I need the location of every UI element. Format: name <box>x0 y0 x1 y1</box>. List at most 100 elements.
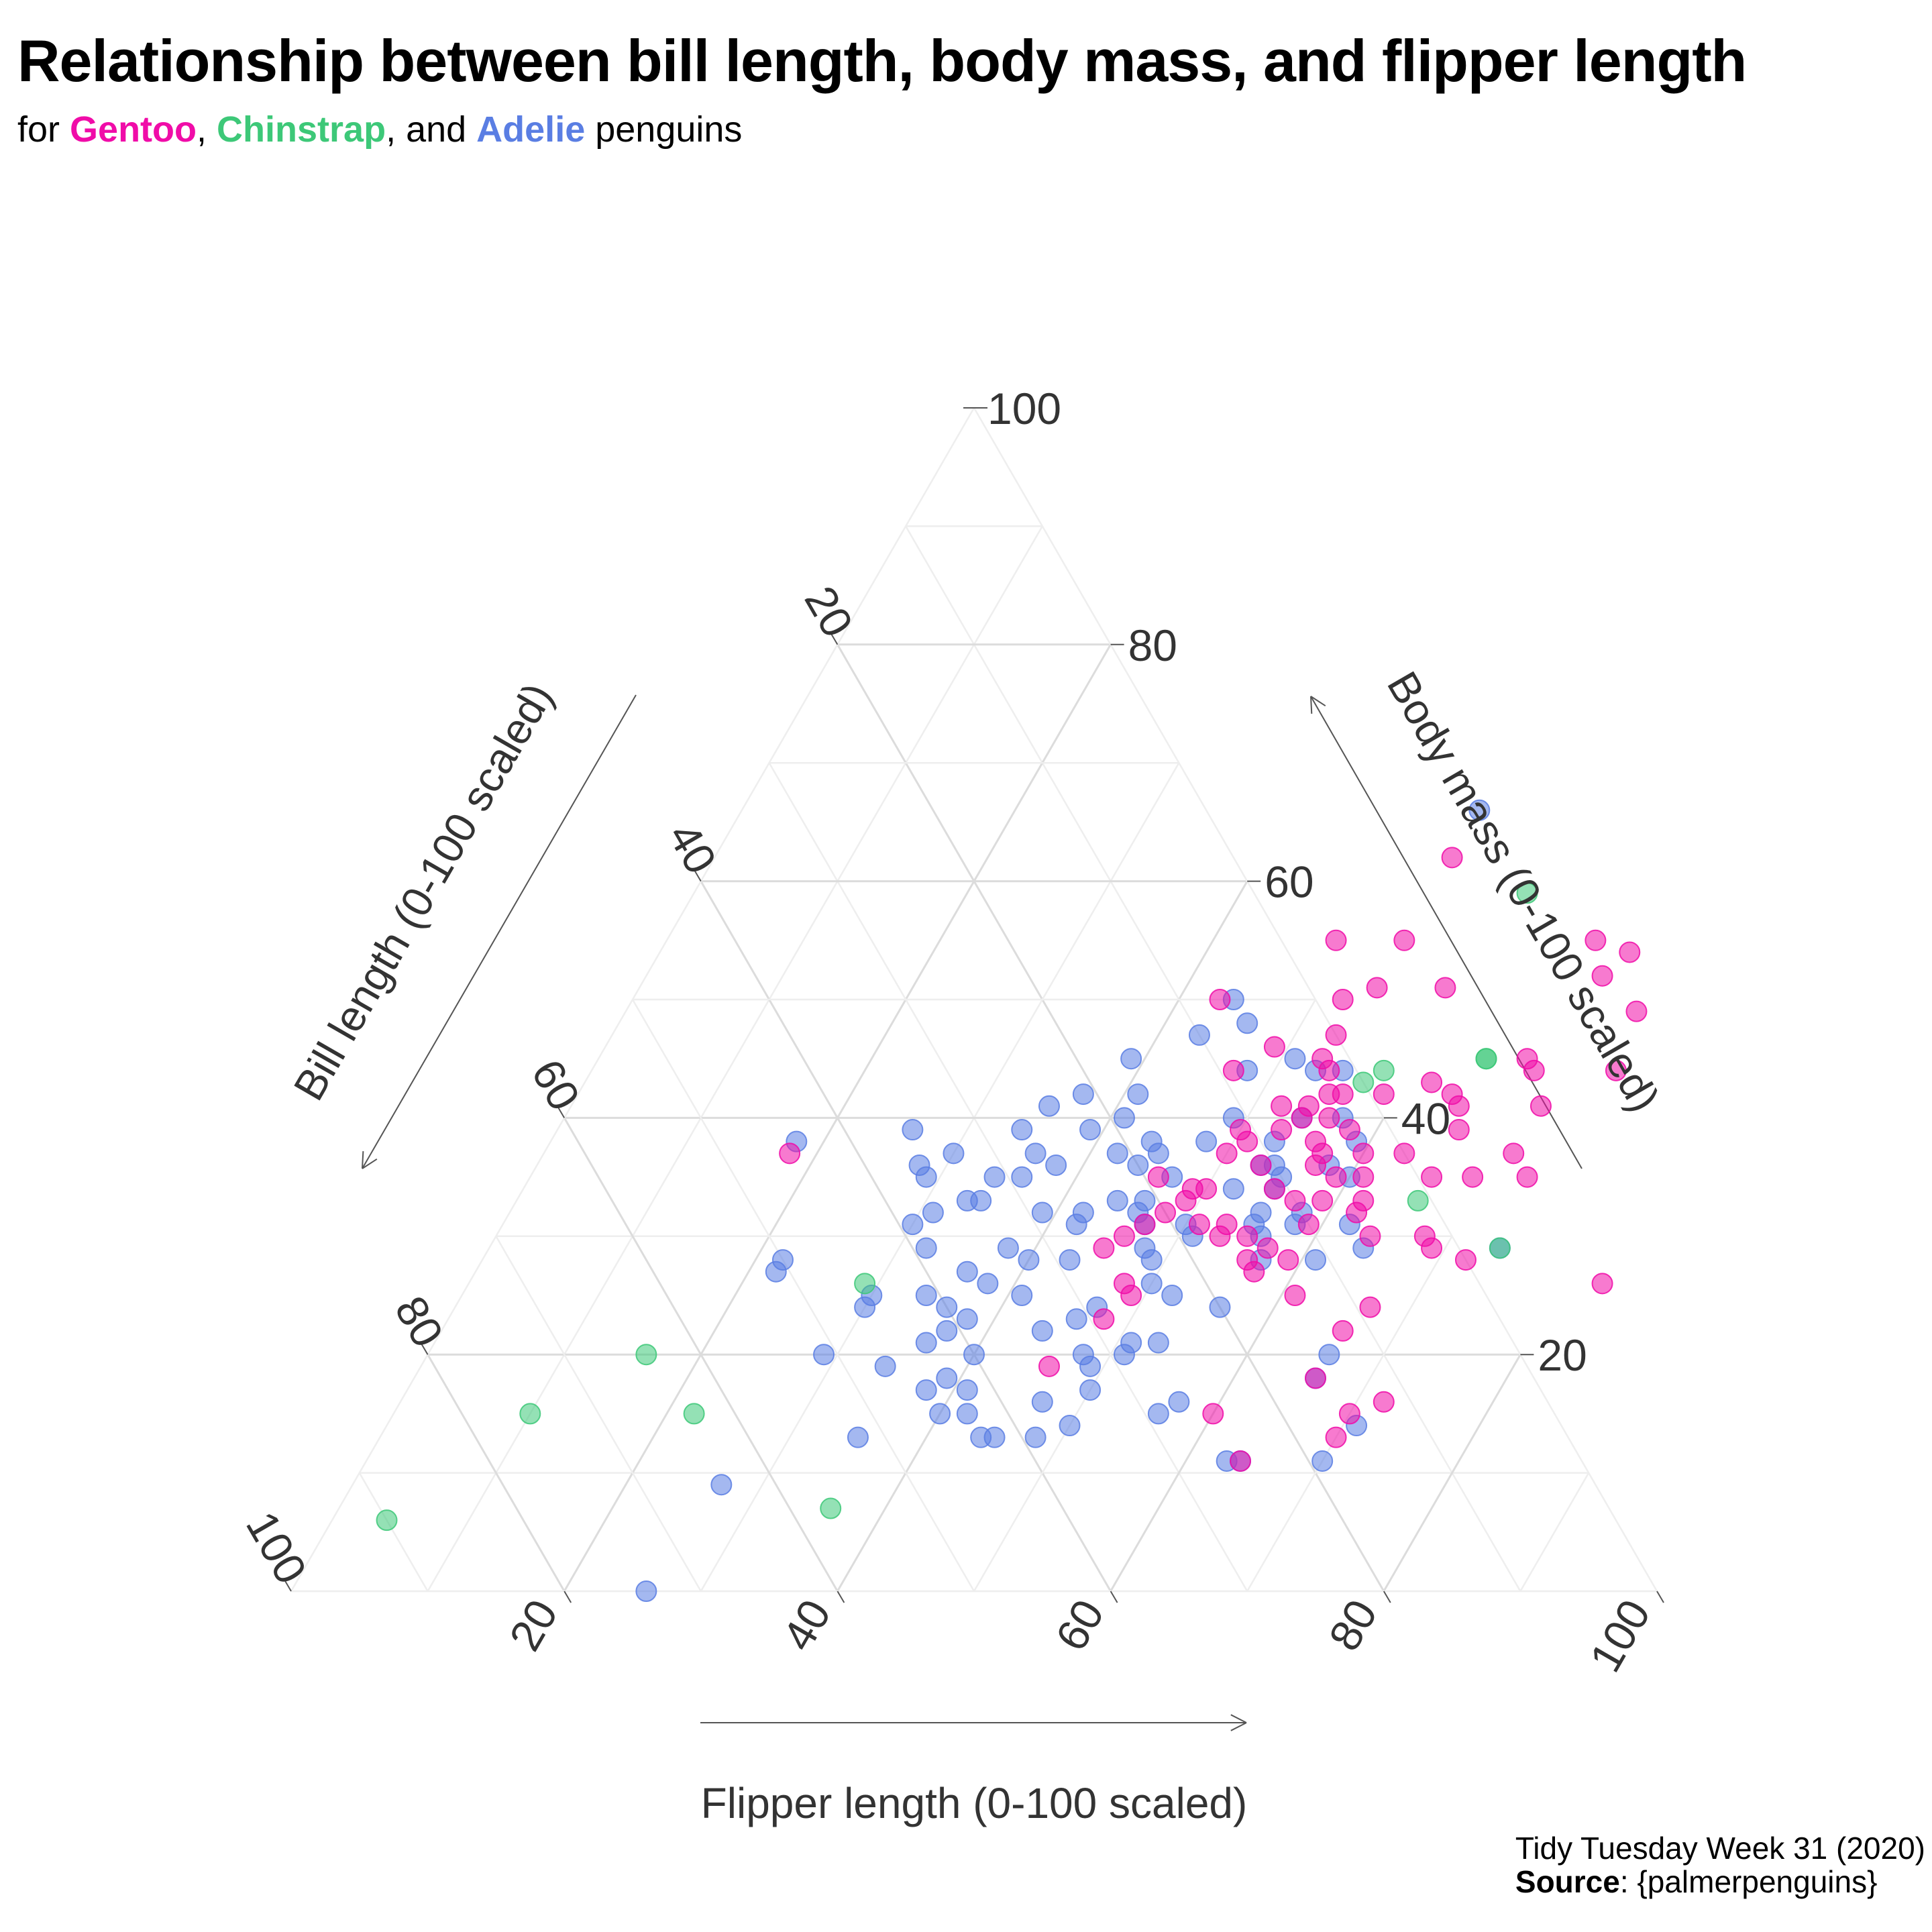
point-gentoo <box>1625 1000 1648 1022</box>
point-adelie <box>915 1166 937 1188</box>
point-gentoo <box>1284 1285 1306 1306</box>
point-gentoo <box>1230 1450 1252 1472</box>
point-gentoo <box>1093 1308 1115 1330</box>
point-gentoo <box>1155 1201 1177 1224</box>
point-chinstrap <box>1489 1237 1511 1259</box>
point-gentoo <box>1093 1237 1115 1259</box>
subtitle-suffix: penguins <box>585 109 743 150</box>
point-adelie <box>1318 1344 1340 1366</box>
tick-mark <box>1110 1591 1118 1603</box>
point-adelie <box>983 1166 1006 1188</box>
point-gentoo <box>1284 1189 1306 1212</box>
tick-label-top: 100 <box>987 384 1061 433</box>
point-gentoo <box>1202 1403 1224 1425</box>
grid-line <box>495 1236 702 1592</box>
point-gentoo <box>1325 1426 1347 1448</box>
point-gentoo <box>1236 1225 1258 1247</box>
point-adelie <box>1024 1426 1046 1448</box>
bill-arrow-head <box>362 1150 364 1169</box>
point-gentoo <box>1441 847 1463 869</box>
tick-label-flipper: 20 <box>500 1591 568 1659</box>
point-gentoo <box>1120 1285 1142 1306</box>
point-gentoo <box>1325 1166 1347 1188</box>
point-adelie <box>1140 1273 1163 1295</box>
point-gentoo <box>1325 1024 1347 1046</box>
point-adelie <box>1072 1083 1094 1106</box>
mass-arrow-head <box>1310 696 1326 707</box>
point-gentoo <box>1366 977 1388 999</box>
point-gentoo <box>1332 989 1354 1010</box>
point-adelie <box>1209 1296 1231 1318</box>
tick-labels: 20 20 20 40 40 40 60 60 60 80 80 80 100 100 100 <box>237 384 1664 1680</box>
point-gentoo <box>1529 1095 1552 1117</box>
point-adelie <box>847 1426 869 1448</box>
point-gentoo <box>1195 1178 1218 1200</box>
grid-line <box>700 762 1180 1592</box>
point-adelie <box>902 1214 924 1236</box>
point-gentoo <box>1393 929 1415 951</box>
point-adelie <box>874 1355 896 1377</box>
point-chinstrap <box>635 1344 657 1366</box>
point-gentoo <box>1332 1320 1354 1342</box>
axis-label-flipper: Flipper length (0-100 scaled) <box>701 1779 1248 1827</box>
tick-label-bill: 60 <box>522 1051 590 1119</box>
point-adelie <box>936 1320 958 1342</box>
grid-line <box>1383 1354 1521 1592</box>
point-chinstrap <box>854 1273 876 1295</box>
point-adelie <box>902 1119 924 1141</box>
point-gentoo <box>1448 1119 1470 1141</box>
point-gentoo <box>1434 977 1456 999</box>
point-gentoo <box>1325 929 1347 951</box>
point-gentoo <box>1454 1249 1477 1271</box>
point-adelie <box>1079 1379 1102 1401</box>
point-adelie <box>970 1189 992 1212</box>
point-chinstrap <box>820 1497 842 1519</box>
grid-line <box>631 999 975 1592</box>
point-adelie <box>1106 1189 1128 1212</box>
point-adelie <box>1065 1214 1087 1236</box>
point-gentoo <box>1305 1367 1326 1389</box>
point-gentoo <box>1338 1403 1360 1425</box>
point-adelie <box>1038 1095 1060 1117</box>
data-points <box>376 799 1648 1602</box>
point-adelie <box>915 1332 937 1354</box>
point-adelie <box>963 1344 985 1366</box>
tick-label-mass: 60 <box>1265 857 1313 907</box>
point-gentoo <box>1516 1166 1538 1188</box>
point-gentoo <box>1352 1142 1375 1165</box>
flipper-arrow-head <box>1230 1714 1247 1723</box>
point-adelie <box>997 1237 1019 1259</box>
bill-arrow-head <box>362 1159 378 1169</box>
point-gentoo <box>1591 1273 1613 1295</box>
point-adelie <box>936 1296 958 1318</box>
point-chinstrap <box>519 1403 541 1425</box>
tick-label-flipper: 80 <box>1319 1591 1387 1659</box>
grid-line <box>358 1472 429 1592</box>
point-adelie <box>1120 1048 1142 1070</box>
point-chinstrap <box>1373 1059 1395 1081</box>
point-adelie <box>1079 1355 1102 1377</box>
tick-label-mass: 20 <box>1538 1330 1587 1380</box>
point-adelie <box>1059 1415 1081 1437</box>
caption-week: Tidy Tuesday Week 31 (2020) <box>1515 1831 1925 1866</box>
point-adelie <box>765 1260 787 1283</box>
tick-label-flipper: 40 <box>773 1591 841 1659</box>
point-gentoo <box>1038 1355 1060 1377</box>
point-adelie <box>1059 1249 1081 1271</box>
point-gentoo <box>1209 989 1231 1010</box>
point-adelie <box>854 1296 876 1318</box>
point-gentoo <box>1134 1214 1156 1236</box>
point-adelie <box>1011 1166 1033 1188</box>
point-adelie <box>1031 1391 1053 1413</box>
chart-title: Relationship between bill length, body m… <box>17 28 1747 94</box>
point-gentoo <box>1236 1130 1258 1152</box>
point-adelie <box>956 1403 978 1425</box>
point-adelie <box>1195 1130 1218 1152</box>
point-chinstrap <box>1516 882 1538 904</box>
point-chinstrap <box>376 1509 398 1532</box>
legend-gentoo: Gentoo <box>70 109 197 150</box>
point-adelie <box>1188 1024 1210 1046</box>
point-gentoo <box>1346 1201 1368 1224</box>
point-gentoo <box>1175 1189 1197 1212</box>
tick-mark <box>284 1579 292 1592</box>
